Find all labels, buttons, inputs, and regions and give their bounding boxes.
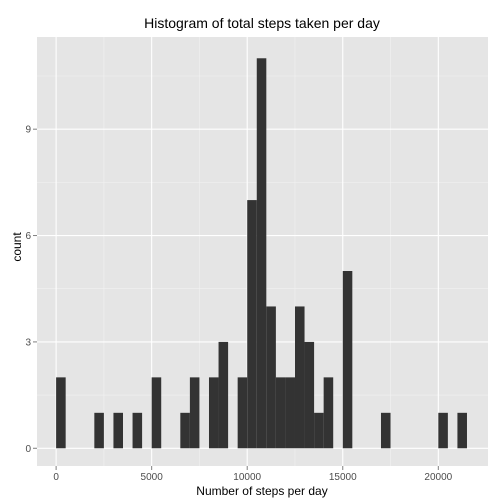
x-tick-label: 20000: [424, 472, 452, 483]
y-axis-ticks: 0 3 6 9: [25, 125, 37, 455]
y-tick-label: 6: [25, 231, 31, 242]
x-axis-label: Number of steps per day: [196, 484, 327, 498]
histogram-bar: [342, 271, 353, 449]
x-tick-label: 5000: [141, 472, 164, 483]
histogram-bar: [151, 377, 162, 449]
histogram-bar: [218, 341, 229, 449]
histogram-bar: [304, 341, 315, 449]
histogram-bar: [132, 412, 143, 449]
histogram-bar: [56, 377, 66, 449]
histogram-bar: [294, 306, 305, 449]
histogram-bar: [457, 412, 467, 449]
y-tick-label: 0: [25, 444, 31, 455]
y-tick-label: 9: [25, 125, 31, 136]
histogram-bar: [285, 377, 295, 449]
histogram-bars: [56, 58, 467, 449]
histogram-bar: [180, 412, 190, 449]
histogram-bar: [323, 377, 334, 449]
x-tick-label: 15000: [329, 472, 357, 483]
chart-title: Histogram of total steps taken per day: [144, 15, 380, 31]
histogram-bar: [94, 412, 104, 449]
y-tick-label: 3: [25, 337, 31, 348]
y-axis-label: count: [10, 232, 24, 262]
histogram-bar: [208, 377, 219, 449]
histogram-bar: [275, 377, 286, 449]
histogram-bar: [266, 306, 276, 449]
histogram-bar: [438, 412, 448, 449]
histogram-bar: [113, 412, 123, 449]
histogram-bar: [380, 412, 391, 449]
x-tick-label: 0: [53, 472, 59, 483]
histogram-bar: [314, 412, 324, 449]
x-axis-ticks: 0 5000 10000 15000 20000: [53, 466, 453, 483]
histogram-bar: [237, 377, 248, 449]
histogram-bar: [189, 377, 200, 449]
x-tick-label: 10000: [233, 472, 261, 483]
histogram-bar: [247, 200, 257, 449]
histogram-bar: [256, 58, 267, 449]
